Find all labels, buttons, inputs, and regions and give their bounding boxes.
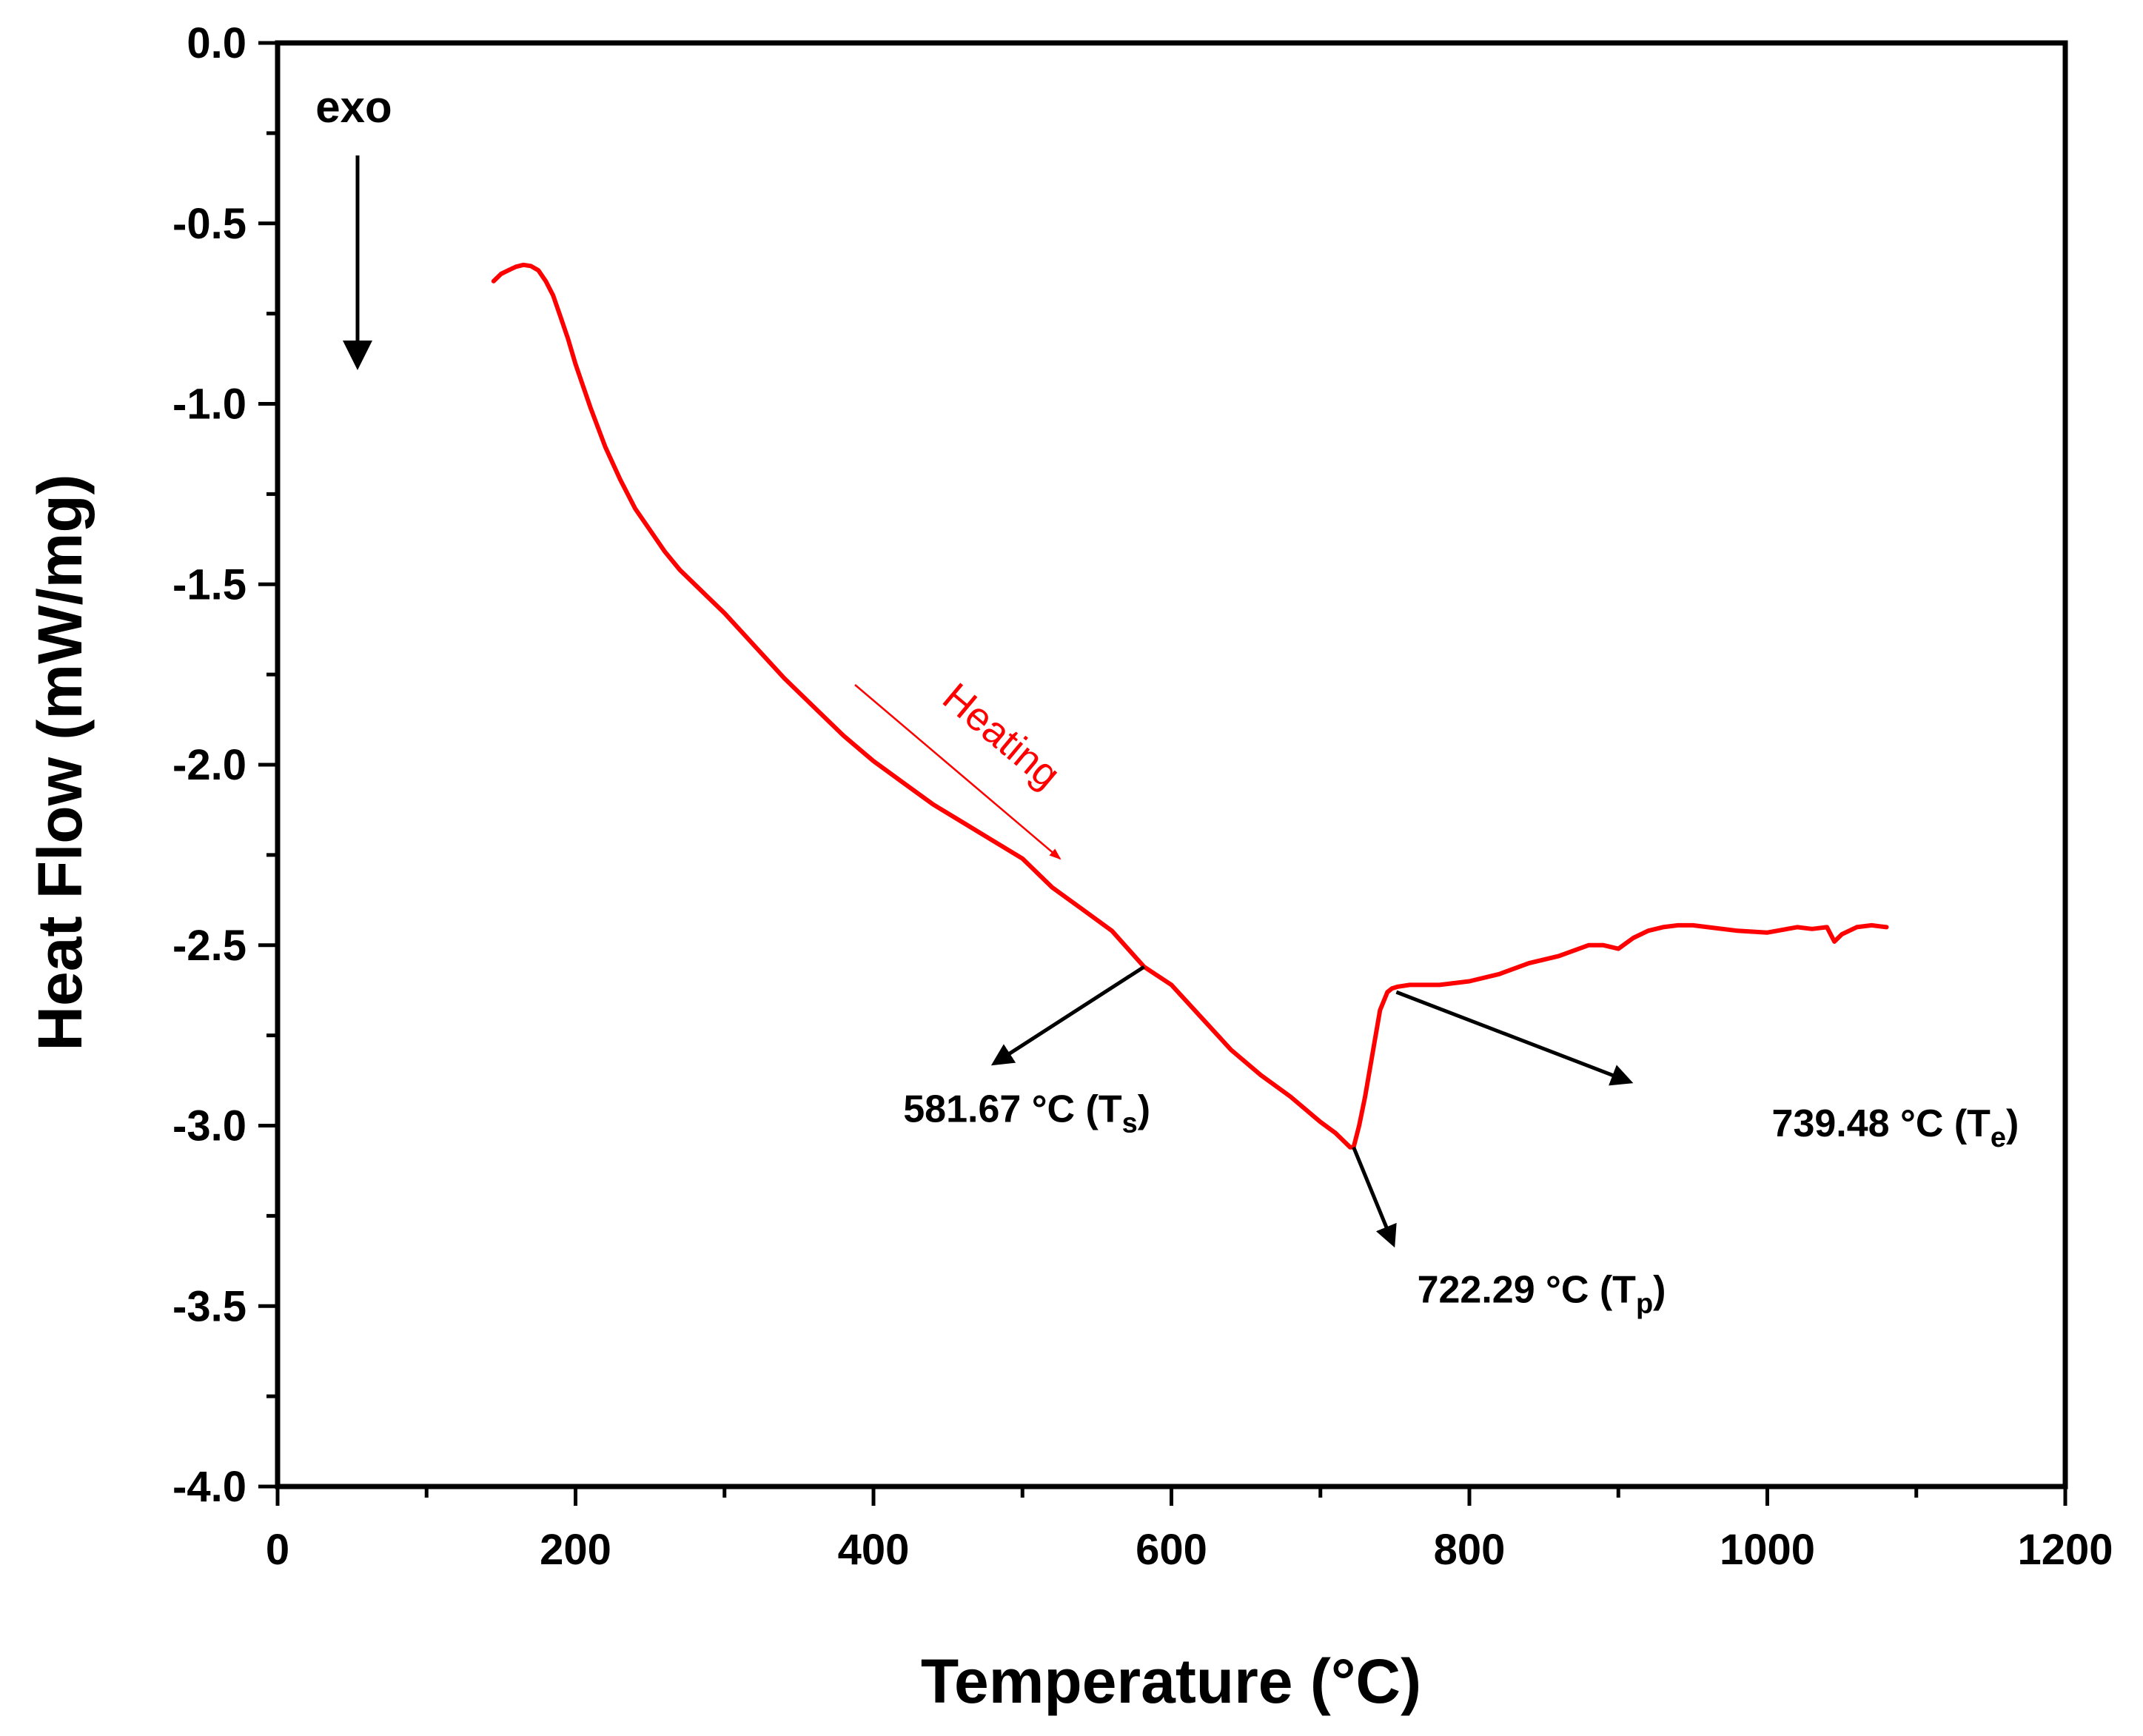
y-axis-title: Heat Flow (mW/mg) [25,474,95,1050]
dsc-curve [491,262,1889,1150]
x-axis-tick-labels: 0 200 400 600 800 1000 1200 [266,1526,2113,1574]
heating-indicator: Heating [854,674,1068,860]
y-tick-label: -3.0 [172,1102,247,1150]
annotation-label: 581.67 °C (Ts) [903,1088,1150,1139]
x-tick-label: 600 [1136,1526,1207,1574]
x-tick-label: 0 [266,1526,289,1574]
heating-label: Heating [934,674,1068,797]
y-tick-label: 0.0 [187,19,247,67]
y-tick-label: -2.0 [172,741,247,789]
annotation-label: 722.29 °C (Tp) [1418,1268,1666,1319]
exo-label: exo [315,82,392,132]
exo-indicator: exo [315,82,392,370]
y-tick-label: -2.5 [172,922,247,970]
x-axis-title: Temperature (°C) [921,1646,1421,1716]
annotation-arrow [1352,1146,1397,1248]
y-tick-label: -1.5 [172,560,247,609]
y-tick-label: -3.5 [172,1282,247,1330]
heating-arrow [854,684,1062,860]
x-tick-label: 1200 [2017,1526,2113,1574]
y-tick-label: -0.5 [172,200,247,248]
y-tick-label: -4.0 [172,1463,247,1511]
y-axis-ticks [258,41,278,1489]
y-axis-tick-labels: 0.0 -0.5 -1.0 -1.5 -2.0 -2.5 -3.0 -3.5 -4.0 [172,19,247,1511]
plot-frame [275,40,2068,1489]
x-tick-label: 400 [838,1526,910,1574]
y-tick-label: -1.0 [172,381,247,429]
x-axis-ticks [275,1487,2067,1506]
x-tick-label: 200 [540,1526,611,1574]
annotation-arrow [990,965,1145,1066]
x-tick-label: 800 [1434,1526,1506,1574]
annotation-label: 739.48 °C (Te) [1772,1102,2019,1153]
annotation-arrow [1395,990,1634,1086]
x-tick-label: 1000 [1720,1526,1815,1574]
annotations: 581.67 °C (Ts) 722.29 °C (Tp) 739.48 °C (T… [903,965,2019,1319]
